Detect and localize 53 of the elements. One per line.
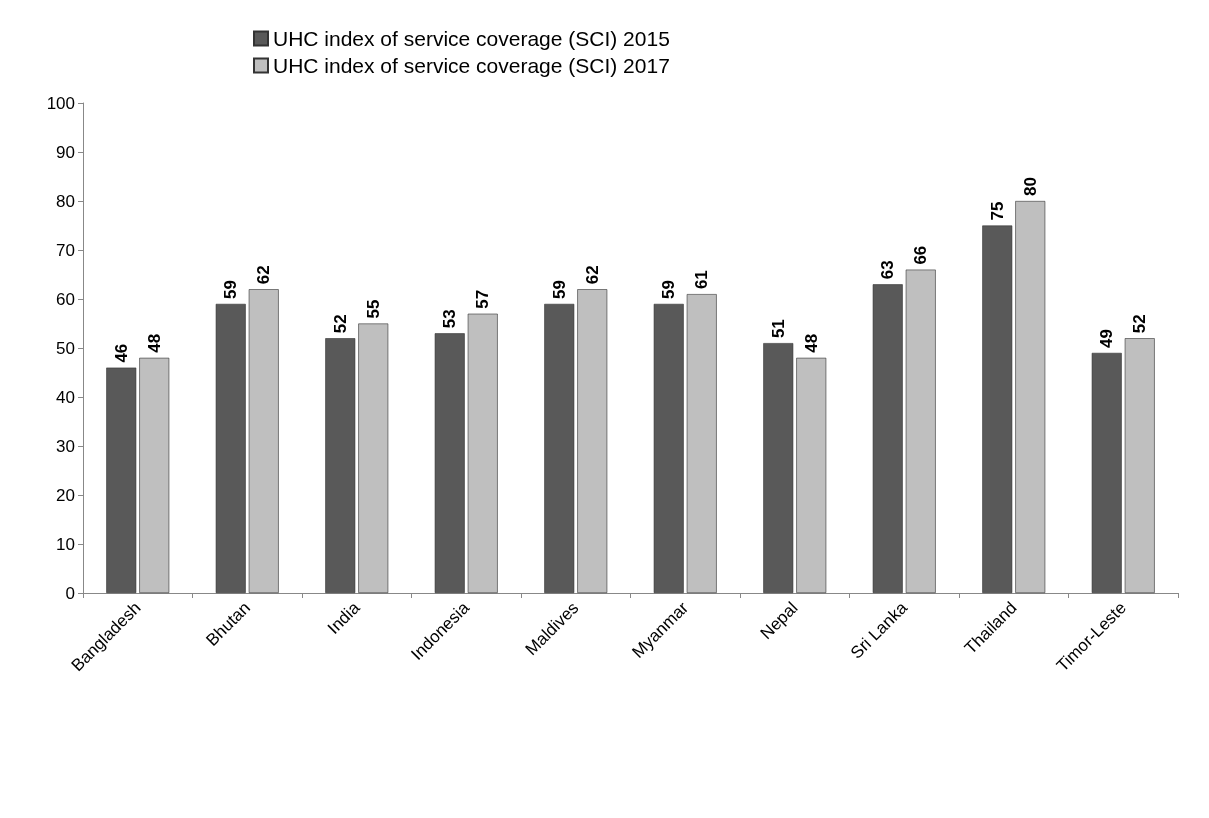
bar: [248, 289, 279, 593]
bar: [905, 269, 936, 593]
bar: [139, 357, 170, 593]
bar: [796, 357, 827, 593]
bar: [467, 313, 498, 593]
data-label: 48: [801, 333, 821, 353]
y-tick-label: 90: [56, 142, 75, 162]
data-label: 46: [111, 343, 131, 363]
bar: [1091, 352, 1122, 593]
data-label: 66: [911, 245, 931, 265]
data-label: 49: [1097, 328, 1117, 348]
bar: [434, 333, 465, 593]
bar: [325, 338, 356, 593]
y-tick-label: 20: [56, 485, 75, 505]
data-label: 75: [987, 201, 1007, 221]
legend-label: UHC index of service coverage (SCI) 2017: [273, 54, 670, 77]
data-label: 62: [254, 265, 274, 285]
y-tick-label: 30: [56, 436, 75, 456]
y-tick-label: 80: [56, 191, 75, 211]
data-label: 59: [221, 279, 241, 299]
bar: [544, 303, 575, 593]
data-label: 63: [878, 260, 898, 280]
bar: [358, 323, 389, 593]
data-label: 52: [330, 314, 350, 334]
bar: [763, 343, 794, 593]
bar: [106, 367, 137, 593]
data-label: 51: [768, 319, 788, 339]
y-tick-label: 50: [56, 338, 75, 358]
data-label: 53: [440, 309, 460, 329]
legend-label: UHC index of service coverage (SCI) 2015: [273, 27, 670, 50]
data-label: 61: [692, 270, 712, 290]
data-label: 80: [1020, 177, 1040, 196]
y-tick-label: 100: [46, 93, 75, 113]
data-label: 62: [582, 265, 602, 285]
data-label: 55: [363, 299, 383, 319]
bar: [577, 289, 608, 593]
data-label: 59: [659, 279, 679, 299]
data-label: 48: [144, 333, 164, 353]
data-label: 57: [473, 289, 493, 309]
y-tick-label: 10: [56, 534, 75, 554]
data-label: 52: [1130, 314, 1150, 334]
y-tick-label: 70: [56, 240, 75, 260]
bar: [982, 225, 1013, 593]
y-tick-label: 0: [65, 583, 75, 603]
data-label: 59: [549, 279, 569, 299]
bar: [1124, 338, 1155, 593]
bar: [686, 294, 717, 593]
bar: [215, 303, 246, 593]
bar: [1015, 201, 1046, 593]
y-tick-label: 60: [56, 289, 75, 309]
y-tick-label: 40: [56, 387, 75, 407]
bar: [872, 284, 903, 593]
bar: [653, 303, 684, 593]
